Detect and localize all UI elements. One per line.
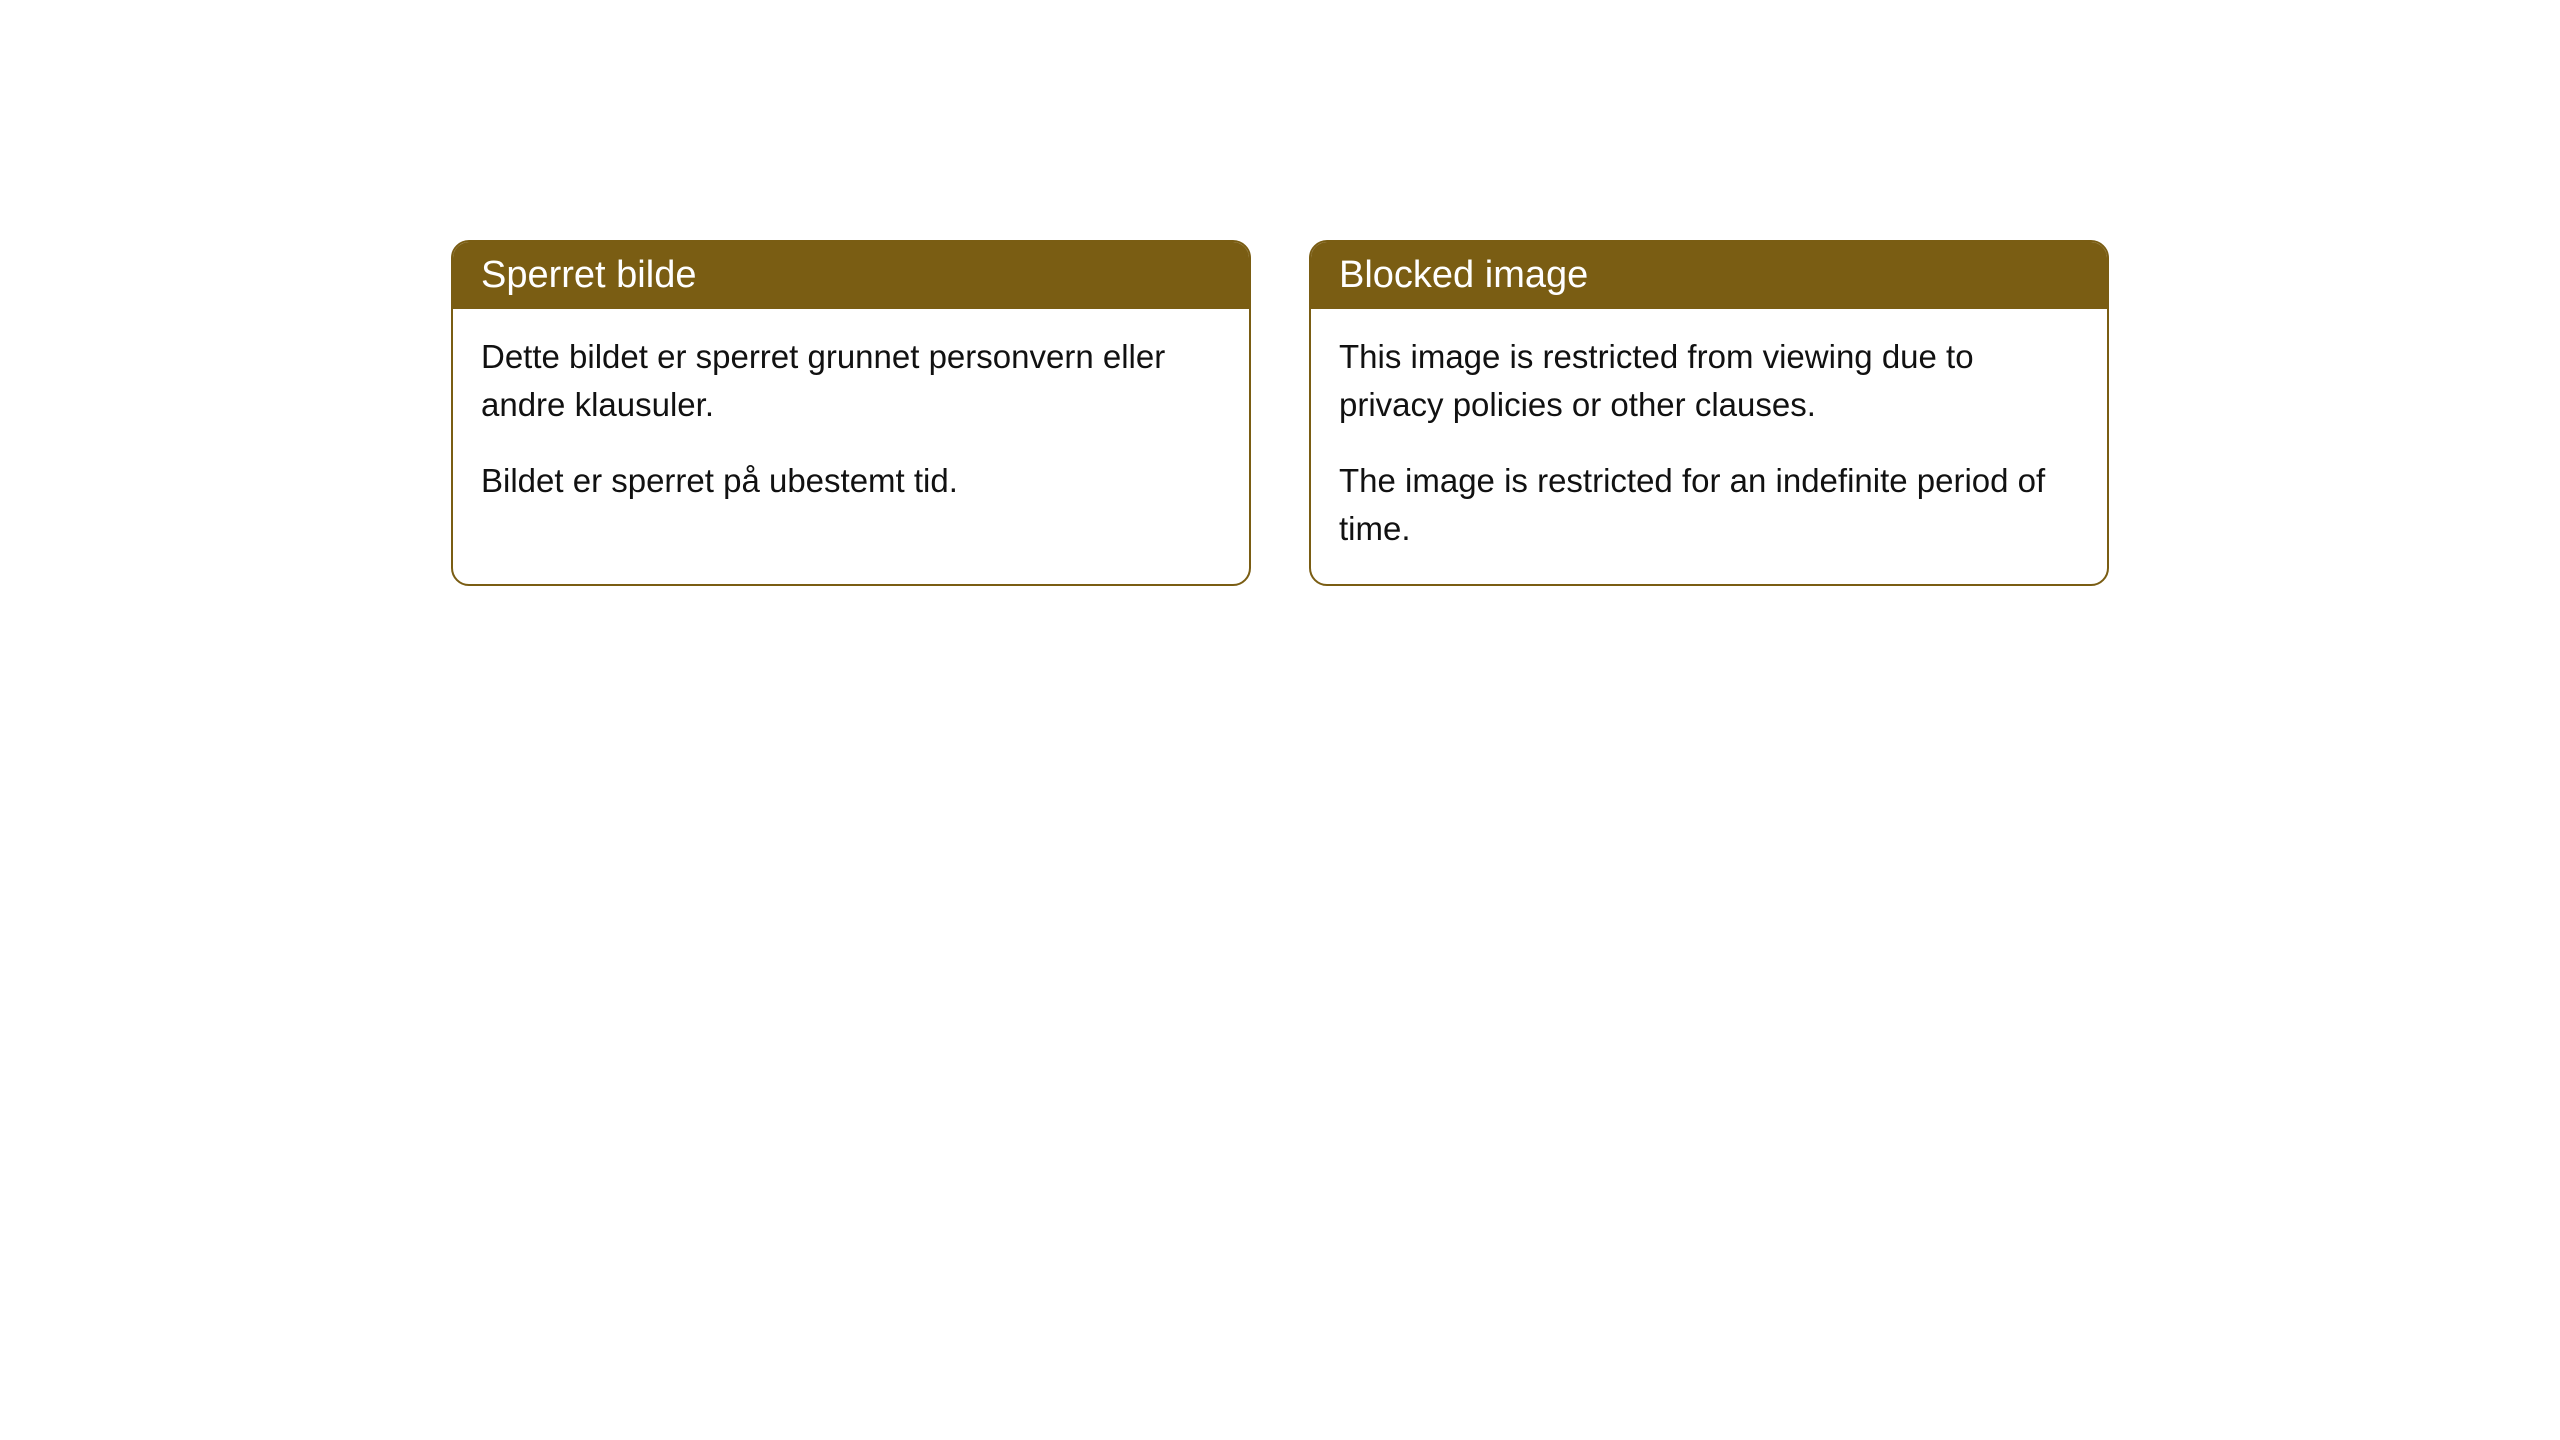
card-title-no: Sperret bilde	[481, 254, 696, 296]
card-paragraph-no-1: Dette bildet er sperret grunnet personve…	[481, 333, 1221, 429]
card-body-en: This image is restricted from viewing du…	[1311, 309, 2107, 584]
card-paragraph-no-2: Bildet er sperret på ubestemt tid.	[481, 457, 1221, 505]
cards-container: Sperret bilde Dette bildet er sperret gr…	[0, 240, 2560, 586]
blocked-image-card-en: Blocked image This image is restricted f…	[1309, 240, 2109, 586]
card-title-en: Blocked image	[1339, 254, 1588, 296]
card-header-en: Blocked image	[1311, 242, 2107, 309]
card-body-no: Dette bildet er sperret grunnet personve…	[453, 309, 1249, 537]
card-paragraph-en-2: The image is restricted for an indefinit…	[1339, 457, 2079, 553]
card-header-no: Sperret bilde	[453, 242, 1249, 309]
blocked-image-card-no: Sperret bilde Dette bildet er sperret gr…	[451, 240, 1251, 586]
card-paragraph-en-1: This image is restricted from viewing du…	[1339, 333, 2079, 429]
